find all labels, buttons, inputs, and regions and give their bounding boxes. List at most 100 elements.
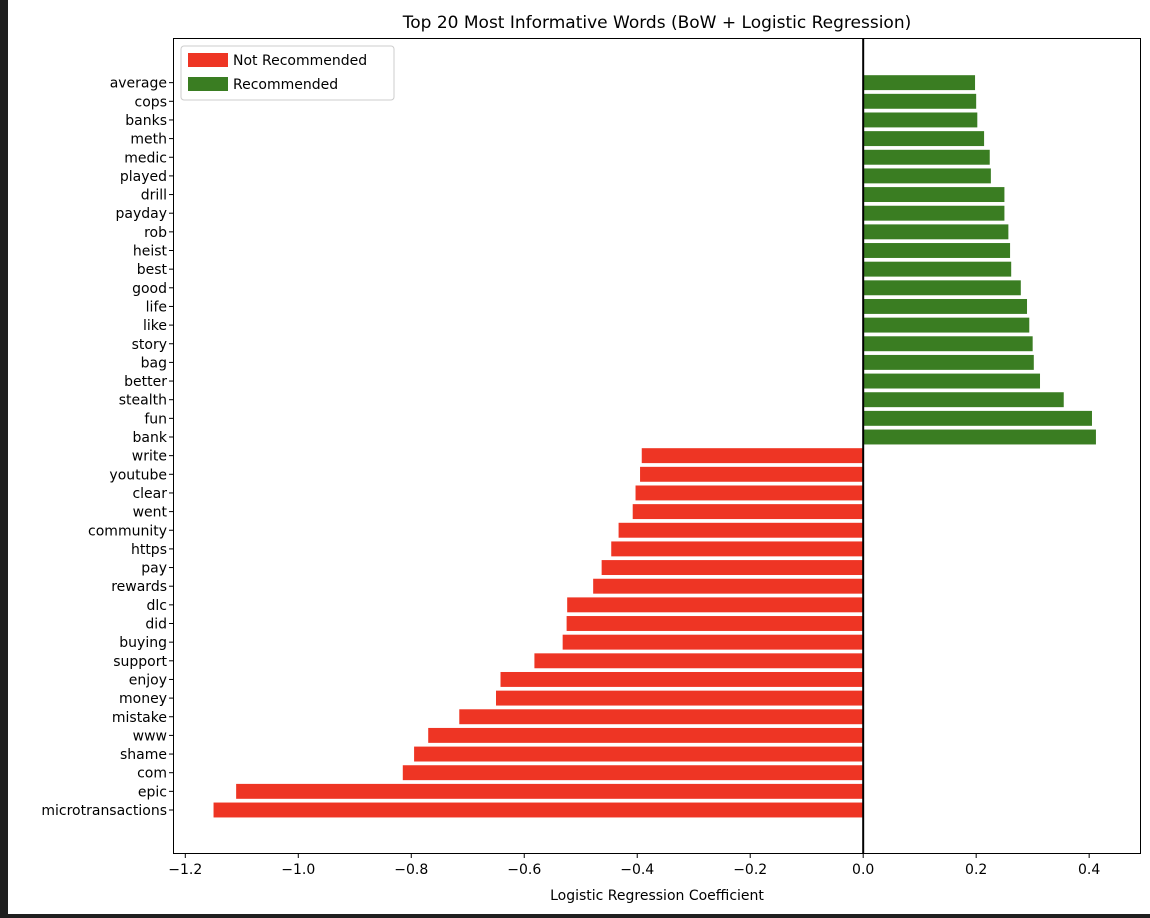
y-tick-label-bag: bag xyxy=(141,355,167,371)
bar-mistake xyxy=(459,709,864,725)
bar-buying xyxy=(562,634,864,650)
y-tick-label-shame: shame xyxy=(120,747,167,763)
bar-meth xyxy=(863,131,985,147)
bar-enjoy xyxy=(500,671,864,687)
bar-heist xyxy=(863,243,1011,258)
plot-frame xyxy=(173,38,1141,854)
legend-box xyxy=(180,45,395,101)
y-tick-label-like: like xyxy=(143,318,167,334)
y-tick-label-mistake: mistake xyxy=(112,710,167,726)
y-tick-label-banks: banks xyxy=(125,113,167,129)
bar-life xyxy=(863,298,1028,314)
x-tick-label: −1.2 xyxy=(168,862,202,878)
y-tick-label-best: best xyxy=(137,262,168,278)
y-tick-label-community: community xyxy=(88,523,167,539)
y-tick-label-bank: bank xyxy=(133,430,168,446)
y-tick-label-meth: meth xyxy=(130,132,167,148)
legend-swatch-not-recommended xyxy=(188,53,228,67)
bar-story xyxy=(863,336,1033,352)
y-axis-ticks: microtransactions epic com shame www mistake m… xyxy=(41,76,174,819)
bar-www xyxy=(428,727,864,743)
bar-banks xyxy=(863,112,978,128)
x-tick-label: −1.0 xyxy=(281,862,315,878)
bar-money xyxy=(496,690,864,706)
bar-write xyxy=(641,448,864,464)
bar-average xyxy=(863,75,976,91)
bar-did xyxy=(566,616,864,631)
bar-went xyxy=(632,504,864,520)
y-tick-label-fun: fun xyxy=(144,411,167,427)
bar-bag xyxy=(863,354,1034,370)
x-tick-label: −0.8 xyxy=(394,862,428,878)
bar-microtransactions xyxy=(213,802,864,818)
y-tick-label-life: life xyxy=(146,299,167,315)
y-tick-label-enjoy: enjoy xyxy=(129,672,167,688)
bar-fun xyxy=(863,410,1092,426)
y-tick-label-youtube: youtube xyxy=(109,467,167,483)
bar-best xyxy=(863,261,1012,277)
bar-better xyxy=(863,373,1041,389)
x-axis-ticks: −1.2 −1.0 −0.8 −0.6 −0.4 −0.2 0.0 0.2 0.4 xyxy=(168,853,1100,878)
y-tick-label-rewards: rewards xyxy=(111,579,167,595)
legend: Not Recommended Recommended xyxy=(180,45,395,101)
y-tick-label-went: went xyxy=(133,505,168,521)
y-tick-label-support: support xyxy=(113,654,167,670)
y-tick-label-good: good xyxy=(132,281,167,297)
bar-bank xyxy=(863,429,1096,445)
y-tick-label-story: story xyxy=(132,337,167,353)
x-tick-label: 0.2 xyxy=(965,862,987,878)
bar-played xyxy=(863,168,991,184)
bar-chart: Top 20 Most Informative Words (BoW + Log… xyxy=(41,13,1141,904)
x-tick-label: −0.2 xyxy=(733,862,767,878)
y-tick-label-average: average xyxy=(110,76,167,92)
y-tick-label-buying: buying xyxy=(119,635,167,651)
y-tick-label-drill: drill xyxy=(141,188,167,204)
bars-layer xyxy=(213,75,1096,818)
x-axis-label: Logistic Regression Coefficient xyxy=(550,888,764,904)
legend-swatch-recommended xyxy=(188,77,228,91)
chart-title: Top 20 Most Informative Words (BoW + Log… xyxy=(402,13,912,33)
y-tick-label-clear: clear xyxy=(132,486,167,502)
x-tick-label: 0.4 xyxy=(1078,862,1100,878)
bar-good xyxy=(863,280,1021,296)
y-tick-label-cops: cops xyxy=(135,94,167,110)
y-tick-label-write: write xyxy=(132,449,167,465)
bar-cops xyxy=(863,93,977,109)
bar-clear xyxy=(635,485,864,501)
legend-label-recommended: Recommended xyxy=(233,77,338,93)
bar-medic xyxy=(863,149,990,165)
bar-pay xyxy=(601,560,864,576)
bar-like xyxy=(863,317,1030,333)
bar-payday xyxy=(863,205,1005,221)
bar-shame xyxy=(414,746,864,762)
y-tick-label-money: money xyxy=(119,691,167,707)
bar-com xyxy=(402,765,864,781)
y-tick-label-medic: medic xyxy=(124,150,167,166)
bar-rewards xyxy=(593,578,864,594)
y-tick-label-played: played xyxy=(120,169,167,185)
y-tick-label-com: com xyxy=(137,766,167,782)
bar-youtube xyxy=(640,466,864,482)
y-tick-label-payday: payday xyxy=(115,206,167,222)
y-tick-label-dlc: dlc xyxy=(147,598,167,614)
bar-https xyxy=(611,541,864,557)
y-tick-label-microtransactions: microtransactions xyxy=(41,803,167,819)
bar-dlc xyxy=(567,597,864,613)
y-tick-label-www: www xyxy=(133,728,167,744)
bar-community xyxy=(618,522,864,538)
y-tick-label-https: https xyxy=(131,542,167,558)
bar-stealth xyxy=(863,392,1064,408)
y-tick-label-better: better xyxy=(124,374,167,390)
y-tick-label-heist: heist xyxy=(133,244,168,260)
y-tick-label-did: did xyxy=(145,617,167,633)
x-tick-label: −0.6 xyxy=(507,862,541,878)
bar-rob xyxy=(863,224,1009,240)
y-tick-label-rob: rob xyxy=(144,225,167,241)
bar-support xyxy=(534,653,864,669)
legend-label-not-recommended: Not Recommended xyxy=(233,53,367,69)
x-tick-label: 0.0 xyxy=(852,862,874,878)
y-tick-label-epic: epic xyxy=(138,784,167,800)
figure: Top 20 Most Informative Words (BoW + Log… xyxy=(8,0,1150,914)
y-tick-label-pay: pay xyxy=(141,561,167,577)
y-tick-label-stealth: stealth xyxy=(119,393,167,409)
